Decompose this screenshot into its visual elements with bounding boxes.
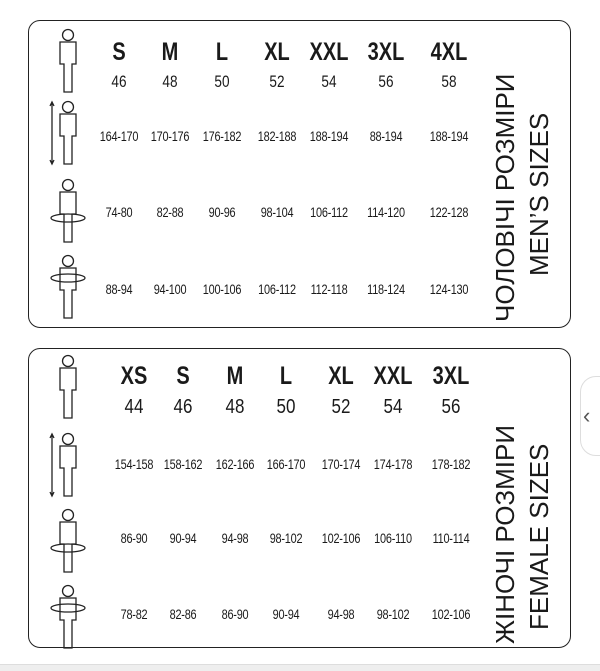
men-waist-cell: 114-120 — [367, 204, 405, 220]
men-hips-cell: 112-118 — [310, 281, 348, 297]
men-height-cell: 164-170 — [99, 128, 139, 144]
women-hips-cell: 82-86 — [169, 606, 197, 622]
women-numbers-cell: 50 — [276, 396, 296, 418]
previous-button[interactable]: ‹ — [580, 376, 600, 456]
men-waist-cell: 82-88 — [156, 204, 184, 220]
women-height-cell: 158-162 — [163, 456, 203, 472]
women-sizes-cell: M — [226, 362, 244, 390]
women-hips-cell: 78-82 — [120, 606, 148, 622]
women-numbers-cell: 52 — [331, 396, 351, 418]
women-waist-cell: 106-110 — [374, 530, 412, 546]
men-waist-cell: 106-112 — [310, 204, 348, 220]
divider — [0, 664, 600, 671]
men-hips-cell: 94-100 — [153, 281, 187, 297]
women-height-cell: 178-182 — [431, 456, 471, 472]
women-sizes-cell: XS — [120, 362, 148, 390]
women-waist-cell: 94-98 — [221, 530, 249, 546]
women-hips-cell: 94-98 — [327, 606, 355, 622]
men-height-cell: 182-188 — [257, 128, 297, 144]
men-hips-cell: 124-130 — [429, 281, 469, 297]
men-numbers-cell: 54 — [321, 72, 337, 91]
men-numbers-cell: 50 — [214, 72, 230, 91]
person-icon — [48, 28, 88, 99]
hips-measure-icon — [48, 254, 88, 325]
women-numbers-cell: 48 — [225, 396, 245, 418]
men-height-cell: 188-194 — [309, 128, 349, 144]
chevron-left-icon: ‹ — [583, 403, 591, 428]
men-waist-cell: 90-96 — [208, 204, 236, 220]
men-sizes-cell: 3XL — [367, 38, 405, 66]
men-waist-cell: 74-80 — [105, 204, 133, 220]
men-title-ua: ЧОЛОВІЧІ РОЗМІРИ — [490, 73, 520, 323]
women-hips-cell: 90-94 — [272, 606, 300, 622]
men-size-chart — [28, 20, 571, 328]
women-numbers-cell: 56 — [441, 396, 461, 418]
men-height-cell: 88-194 — [369, 128, 403, 144]
women-height-cell: 154-158 — [114, 456, 154, 472]
men-numbers-cell: 58 — [441, 72, 457, 91]
women-title-ua: ЖІНОЧІ РОЗМІРИ — [490, 424, 520, 644]
women-height-cell: 170-174 — [321, 456, 361, 472]
waist-measure-icon — [48, 178, 88, 249]
women-sizes-cell: XXL — [373, 362, 413, 390]
men-hips-cell: 88-94 — [105, 281, 133, 297]
women-sizes-cell: L — [279, 362, 293, 390]
women-height-cell: 174-178 — [373, 456, 413, 472]
women-numbers-cell: 54 — [383, 396, 403, 418]
women-waist-cell: 110-114 — [432, 530, 470, 546]
women-waist-cell: 98-102 — [269, 530, 303, 546]
men-sizes-cell: L — [215, 38, 229, 66]
men-height-cell: 188-194 — [429, 128, 469, 144]
men-numbers-cell: 52 — [269, 72, 285, 91]
men-waist-cell: 122-128 — [429, 204, 469, 220]
women-waist-cell: 86-90 — [120, 530, 148, 546]
women-sizes-cell: S — [176, 362, 190, 390]
women-hips-cell: 98-102 — [376, 606, 410, 622]
women-waist-cell: 102-106 — [321, 530, 361, 546]
men-sizes-cell: XL — [264, 38, 290, 66]
men-height-cell: 170-176 — [150, 128, 190, 144]
female-size-chart — [28, 348, 571, 648]
men-height-cell: 176-182 — [202, 128, 242, 144]
women-sizes-cell: XL — [328, 362, 354, 390]
men-sizes-cell: XXL — [309, 38, 349, 66]
women-title-en: FEMALE SIZES — [524, 443, 554, 630]
men-numbers-cell: 48 — [162, 72, 178, 91]
women-numbers-cell: 46 — [173, 396, 193, 418]
men-hips-cell: 106-112 — [258, 281, 296, 297]
men-numbers-cell: 46 — [111, 72, 127, 91]
men-hips-cell: 100-106 — [202, 281, 242, 297]
men-title-en: MEN’S SIZES — [524, 112, 554, 276]
women-height-cell: 166-170 — [266, 456, 306, 472]
women-hips-cell: 86-90 — [221, 606, 249, 622]
men-sizes-cell: S — [112, 38, 126, 66]
women-numbers-cell: 44 — [124, 396, 144, 418]
height-measure-icon — [48, 432, 88, 503]
women-waist-cell: 90-94 — [169, 530, 197, 546]
women-height-cell: 162-166 — [215, 456, 255, 472]
men-waist-cell: 98-104 — [260, 204, 294, 220]
hips-measure-icon — [48, 584, 88, 655]
men-numbers-cell: 56 — [378, 72, 394, 91]
height-measure-icon — [48, 100, 88, 171]
waist-measure-icon — [48, 508, 88, 579]
women-hips-cell: 102-106 — [431, 606, 471, 622]
men-sizes-cell: 4XL — [430, 38, 468, 66]
men-hips-cell: 118-124 — [367, 281, 405, 297]
men-sizes-cell: M — [161, 38, 179, 66]
person-icon — [48, 354, 88, 425]
women-sizes-cell: 3XL — [432, 362, 470, 390]
